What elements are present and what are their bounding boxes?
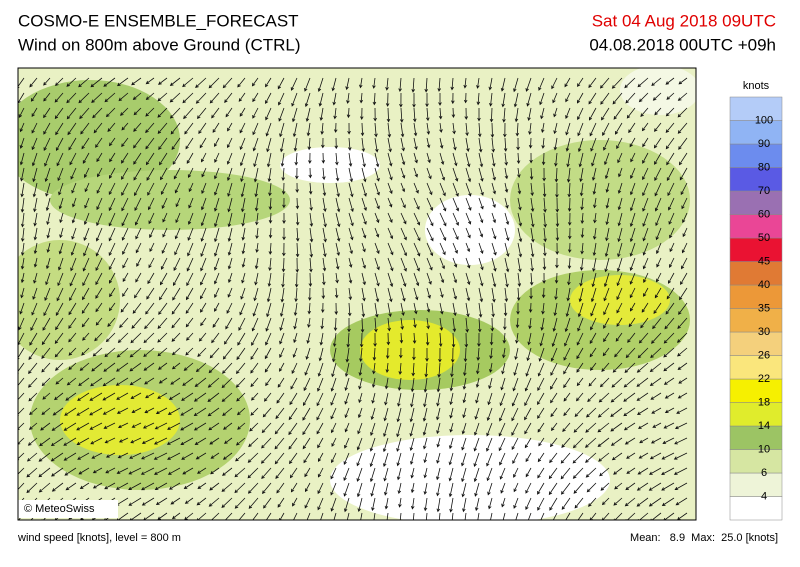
legend-swatch xyxy=(729,496,783,521)
legend-label: 50 xyxy=(758,232,770,244)
legend-label: 14 xyxy=(758,420,770,432)
legend-swatch xyxy=(729,284,783,309)
title: COSMO-E ENSEMBLE_FORECAST xyxy=(18,11,299,30)
legend-label: 80 xyxy=(758,161,770,173)
legend: 4 6 10 14 18 22 26 30 35 40 45 50 60 70 80 90 100 xyxy=(729,96,783,521)
legend-swatch xyxy=(729,331,783,356)
legend-label: 18 xyxy=(758,396,770,408)
footer-right: Mean: 8.9 Max: 25.0 [knots] xyxy=(630,532,778,544)
legend-swatch xyxy=(729,472,783,497)
legend-swatch xyxy=(729,96,783,121)
legend-label: 100 xyxy=(755,114,773,126)
map: © MeteoSwiss xyxy=(18,68,696,520)
legend-swatch xyxy=(729,425,783,450)
legend-label: 30 xyxy=(758,326,770,338)
legend-swatch xyxy=(729,214,783,239)
legend-label: 10 xyxy=(758,443,770,455)
legend-swatch xyxy=(729,449,783,474)
legend-label: 26 xyxy=(758,349,770,361)
legend-unit: knots xyxy=(743,80,770,92)
valid-time: Sat 04 Aug 2018 09UTC xyxy=(592,11,776,30)
map-credit: © MeteoSwiss xyxy=(24,503,95,515)
wind-arrows xyxy=(18,77,688,520)
legend-label: 6 xyxy=(761,467,767,479)
legend-label: 90 xyxy=(758,138,770,150)
legend-label: 4 xyxy=(761,490,767,502)
footer-left: wind speed [knots], level = 800 m xyxy=(17,532,181,544)
legend-swatch xyxy=(729,190,783,215)
legend-swatch xyxy=(729,143,783,168)
subtitle: Wind on 800m above Ground (CTRL) xyxy=(18,35,301,54)
legend-label: 40 xyxy=(758,279,770,291)
legend-swatch xyxy=(729,308,783,333)
legend-swatch xyxy=(729,167,783,192)
legend-swatch xyxy=(729,355,783,380)
legend-label: 22 xyxy=(758,373,770,385)
run-time: 04.08.2018 00UTC +09h xyxy=(589,35,776,54)
legend-label: 35 xyxy=(758,302,770,314)
legend-swatch xyxy=(729,402,783,427)
legend-label: 70 xyxy=(758,185,770,197)
legend-swatch xyxy=(729,237,783,262)
legend-swatch xyxy=(729,261,783,286)
legend-label: 60 xyxy=(758,208,770,220)
legend-swatch xyxy=(729,378,783,403)
legend-label: 45 xyxy=(758,255,770,267)
